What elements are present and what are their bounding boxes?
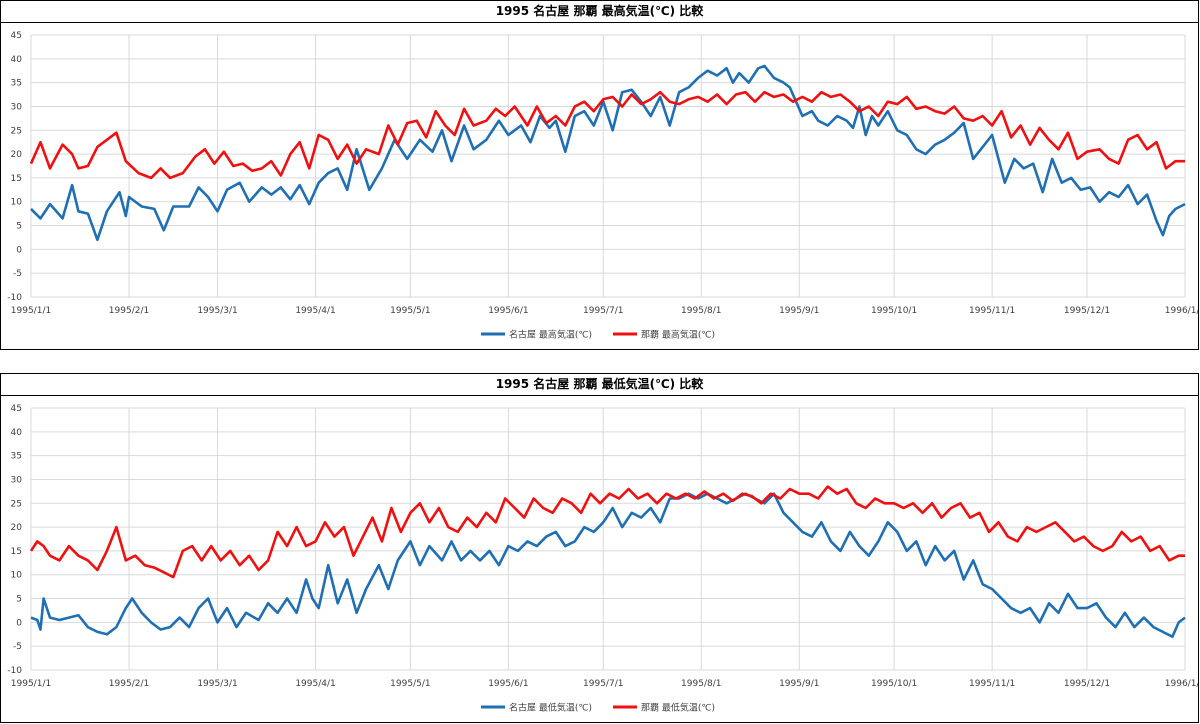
x-tick-label: 1995/5/1 — [390, 306, 430, 316]
y-tick-label: -5 — [13, 269, 22, 279]
y-tick-label: 45 — [11, 31, 22, 41]
x-tick-label: 1995/7/1 — [583, 679, 623, 689]
y-tick-label: 25 — [11, 499, 22, 509]
x-tick-label: 1995/11/1 — [969, 306, 1015, 316]
series-line-0 — [30, 492, 1186, 639]
x-tick-label: 1995/2/1 — [109, 679, 149, 689]
x-tick-label: 1995/6/1 — [488, 306, 528, 316]
y-tick-label: -10 — [7, 293, 22, 303]
x-tick-label: 1995/5/1 — [390, 679, 430, 689]
y-tick-label: 40 — [11, 428, 23, 438]
x-tick-label: 1995/7/1 — [583, 306, 623, 316]
chart-title: 1995 名古屋 那覇 最低気温(℃) 比較 — [1, 374, 1198, 396]
x-tick-label: 1995/4/1 — [295, 679, 335, 689]
series-line-1 — [29, 90, 1185, 180]
x-tick-label: 1996/1/1 — [1165, 306, 1199, 316]
x-tick-label: 1996/1/1 — [1165, 679, 1199, 689]
min-temp-chart: 1995 名古屋 那覇 最低気温(℃) 比較 -10 -5 0 5 10 15 20 25 30… — [0, 373, 1199, 723]
x-tick-label: 1995/11/1 — [969, 679, 1015, 689]
y-tick-label: 10 — [11, 198, 23, 208]
legend-label: 那覇 最高気温(℃) — [641, 329, 715, 341]
x-tick-label: 1995/1/1 — [11, 306, 51, 316]
max-temp-plot: -10 -5 0 5 10 15 20 25 30 35 40 45 1995/1/1 1995/2/1 1… — [7, 31, 1199, 341]
legend-label: 那覇 最低気温(℃) — [641, 702, 715, 714]
min-temp-plot: -10 -5 0 5 10 15 20 25 30 35 40 45 1995/1/1 1995/2/1 1… — [7, 404, 1199, 714]
series-line-0 — [30, 64, 1186, 242]
y-tick-label: 20 — [11, 523, 23, 533]
y-tick-label: 20 — [11, 150, 23, 160]
y-tick-label: 35 — [11, 79, 22, 89]
x-tick-label: 1995/10/1 — [871, 679, 917, 689]
y-tick-label: 30 — [11, 475, 23, 485]
y-tick-label: 5 — [16, 222, 22, 232]
y-tick-label: 0 — [16, 245, 22, 255]
y-tick-label: 45 — [11, 404, 22, 414]
legend-label: 名古屋 最低気温(℃) — [509, 702, 592, 714]
x-tick-label: 1995/2/1 — [109, 306, 149, 316]
legend-label: 名古屋 最高気温(℃) — [509, 329, 592, 341]
series-line-1 — [29, 485, 1185, 579]
y-tick-label: 15 — [11, 174, 22, 184]
x-tick-label: 1995/9/1 — [779, 306, 819, 316]
x-tick-label: 1995/9/1 — [779, 679, 819, 689]
y-tick-label: 15 — [11, 547, 22, 557]
y-tick-label: 30 — [11, 102, 23, 112]
x-tick-label: 1995/3/1 — [197, 306, 237, 316]
y-tick-label: 35 — [11, 452, 22, 462]
x-tick-label: 1995/6/1 — [488, 679, 528, 689]
x-tick-label: 1995/12/1 — [1064, 306, 1110, 316]
y-tick-label: 0 — [16, 618, 22, 628]
x-tick-label: 1995/1/1 — [11, 679, 51, 689]
x-tick-label: 1995/8/1 — [681, 306, 721, 316]
y-tick-label: 5 — [16, 595, 22, 605]
x-tick-label: 1995/4/1 — [295, 306, 335, 316]
y-tick-label: -10 — [7, 666, 22, 676]
x-tick-label: 1995/8/1 — [681, 679, 721, 689]
x-tick-label: 1995/12/1 — [1064, 679, 1110, 689]
x-tick-label: 1995/3/1 — [197, 679, 237, 689]
y-tick-label: -5 — [13, 642, 22, 652]
x-tick-label: 1995/10/1 — [871, 306, 917, 316]
max-temp-chart: 1995 名古屋 那覇 最高気温(℃) 比較 -10 -5 0 5 10 15 20 25 30… — [0, 0, 1199, 350]
chart-title: 1995 名古屋 那覇 最高気温(℃) 比較 — [1, 1, 1198, 23]
y-tick-label: 10 — [11, 571, 23, 581]
y-tick-label: 25 — [11, 126, 22, 136]
y-tick-label: 40 — [11, 55, 23, 65]
